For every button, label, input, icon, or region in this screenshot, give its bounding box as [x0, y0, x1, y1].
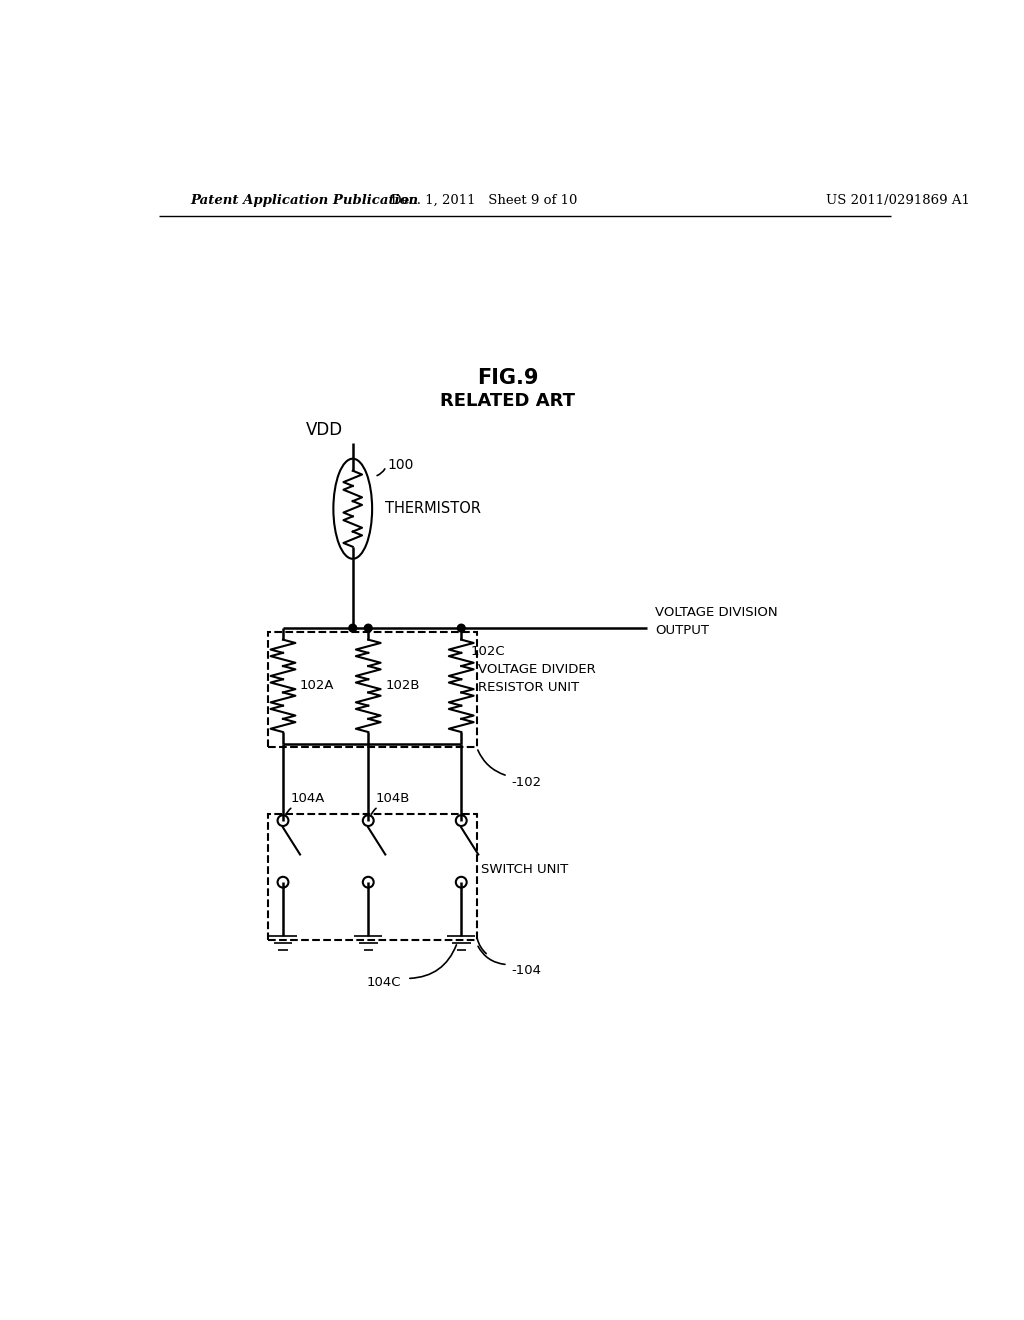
- Text: 102C: 102C: [471, 644, 505, 657]
- Text: 104C: 104C: [367, 975, 401, 989]
- Text: Patent Application Publication: Patent Application Publication: [190, 194, 418, 207]
- Text: 104A: 104A: [291, 792, 326, 805]
- Circle shape: [349, 624, 356, 632]
- Circle shape: [365, 624, 372, 632]
- Text: Dec. 1, 2011   Sheet 9 of 10: Dec. 1, 2011 Sheet 9 of 10: [391, 194, 578, 207]
- Text: 104B: 104B: [376, 792, 411, 805]
- Text: 102B: 102B: [385, 680, 420, 693]
- Bar: [267, 632, 477, 747]
- Text: 102A: 102A: [300, 680, 335, 693]
- Text: US 2011/0291869 A1: US 2011/0291869 A1: [825, 194, 970, 207]
- Circle shape: [458, 624, 465, 632]
- Text: THERMISTOR: THERMISTOR: [385, 502, 481, 516]
- Text: -104: -104: [512, 964, 542, 977]
- Text: VDD: VDD: [306, 421, 343, 440]
- Text: VOLTAGE DIVISION
OUTPUT: VOLTAGE DIVISION OUTPUT: [655, 606, 777, 638]
- Text: VOLTAGE DIVIDER
RESISTOR UNIT: VOLTAGE DIVIDER RESISTOR UNIT: [478, 663, 596, 693]
- Text: -102: -102: [512, 776, 542, 788]
- Text: SWITCH UNIT: SWITCH UNIT: [480, 862, 568, 875]
- Text: 100: 100: [388, 458, 414, 471]
- Bar: [267, 814, 477, 940]
- Text: RELATED ART: RELATED ART: [440, 392, 575, 411]
- Text: FIG.9: FIG.9: [477, 368, 539, 388]
